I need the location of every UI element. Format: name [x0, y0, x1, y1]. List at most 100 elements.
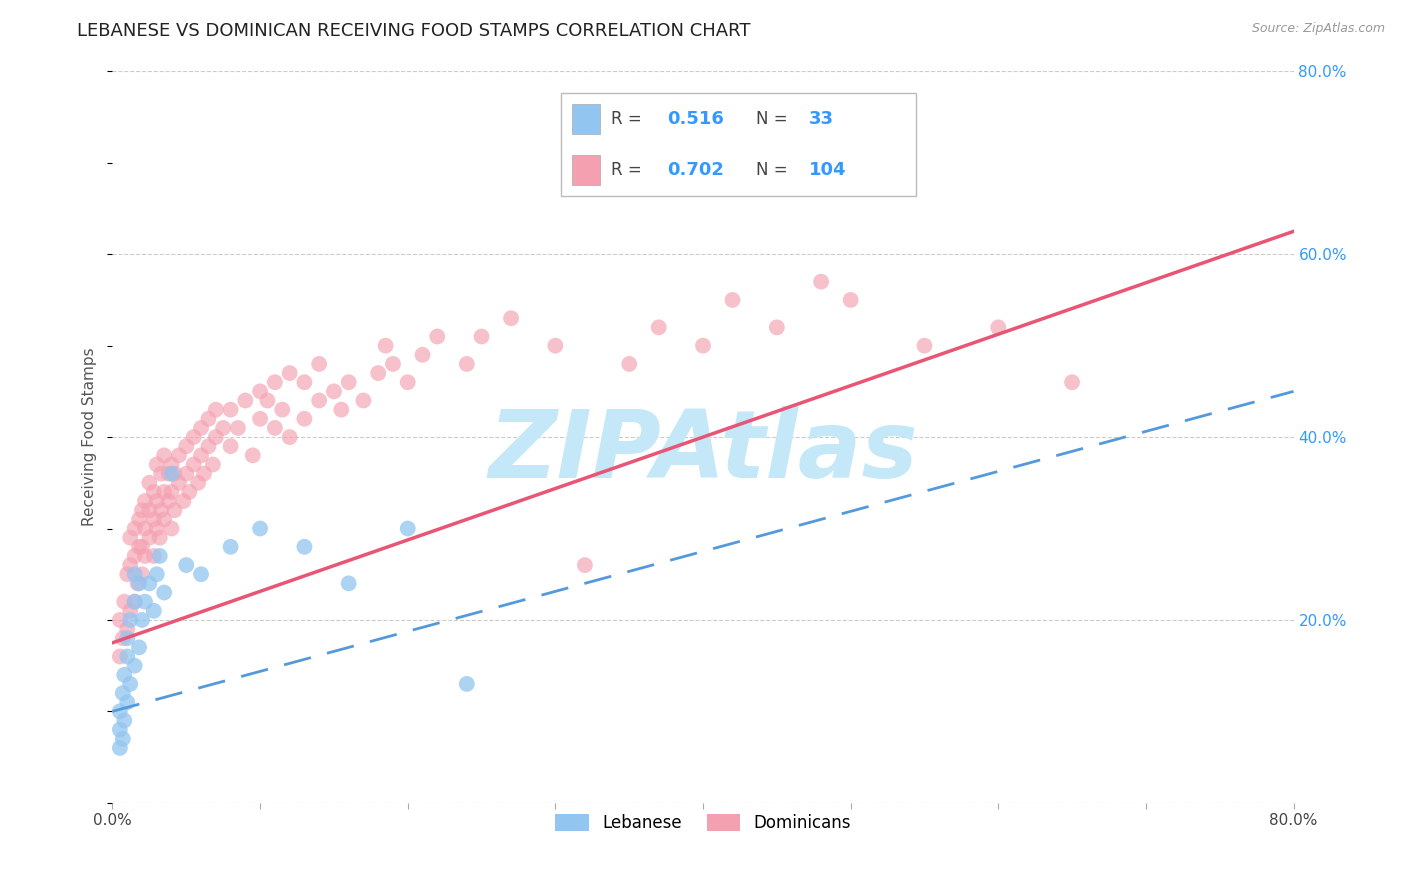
Point [501, 311, 523, 326]
Point [242, 448, 264, 462]
Point [142, 604, 165, 618]
Point [197, 439, 219, 453]
Point [174, 439, 197, 453]
Point [153, 512, 176, 526]
Point [212, 421, 235, 435]
Point [219, 402, 242, 417]
Point [163, 467, 186, 481]
Point [544, 338, 567, 352]
Point [146, 521, 169, 535]
Point [142, 512, 165, 526]
Point [120, 613, 142, 627]
Text: ZIPAtlas: ZIPAtlas [488, 406, 918, 498]
Point [108, 723, 131, 737]
Point [138, 531, 160, 545]
Point [112, 714, 135, 728]
Y-axis label: Receiving Food Stamps: Receiving Food Stamps [82, 348, 97, 526]
Point [619, 357, 641, 371]
Point [128, 640, 150, 655]
Point [292, 540, 315, 554]
Point [108, 649, 131, 664]
Point [174, 558, 197, 573]
Point [153, 448, 176, 462]
Point [112, 594, 135, 608]
Point [108, 740, 131, 755]
Point [131, 540, 153, 554]
Point [131, 613, 153, 627]
Point [721, 293, 744, 307]
Point [190, 448, 212, 462]
Point [367, 366, 389, 380]
Point [167, 448, 190, 462]
Point [124, 594, 146, 608]
Point [172, 494, 194, 508]
Point [146, 458, 169, 472]
Point [839, 293, 862, 307]
Point [138, 475, 160, 490]
Point [396, 521, 419, 535]
Point [352, 393, 374, 408]
Point [124, 549, 146, 563]
Point [108, 705, 131, 719]
Point [124, 567, 146, 582]
Point [337, 375, 360, 389]
Point [153, 585, 176, 599]
Point [183, 458, 205, 472]
Point [150, 467, 173, 481]
Point [128, 576, 150, 591]
Point [187, 475, 209, 490]
Point [127, 576, 149, 591]
Point [146, 567, 169, 582]
Point [337, 576, 360, 591]
Point [987, 320, 1010, 334]
Point [150, 503, 173, 517]
Point [120, 558, 142, 573]
Point [292, 412, 315, 426]
Point [160, 521, 183, 535]
Point [308, 393, 330, 408]
Point [183, 430, 205, 444]
Point [134, 494, 156, 508]
Point [219, 439, 242, 453]
Point [647, 320, 671, 334]
Point [142, 549, 165, 563]
Point [134, 521, 156, 535]
Point [308, 357, 330, 371]
Point [134, 549, 156, 563]
Point [117, 649, 138, 664]
Point [153, 485, 176, 500]
Point [112, 667, 135, 681]
Legend: Lebanese, Dominicans: Lebanese, Dominicans [548, 807, 858, 838]
Point [120, 531, 142, 545]
Point [179, 485, 201, 500]
Text: LEBANESE VS DOMINICAN RECEIVING FOOD STAMPS CORRELATION CHART: LEBANESE VS DOMINICAN RECEIVING FOOD STA… [77, 22, 751, 40]
Point [411, 348, 433, 362]
Point [131, 503, 153, 517]
Point [146, 494, 169, 508]
Point [278, 430, 301, 444]
Point [470, 329, 494, 343]
Point [766, 320, 789, 334]
Point [149, 531, 172, 545]
Point [201, 458, 224, 472]
Point [160, 467, 183, 481]
Point [160, 485, 183, 500]
Point [128, 512, 150, 526]
Point [128, 540, 150, 554]
Point [330, 402, 353, 417]
Point [117, 632, 138, 646]
Point [157, 467, 180, 481]
Point [111, 731, 134, 746]
Point [124, 594, 146, 608]
Point [108, 613, 131, 627]
Point [167, 475, 190, 490]
Point [233, 393, 256, 408]
Text: Source: ZipAtlas.com: Source: ZipAtlas.com [1251, 22, 1385, 36]
Point [456, 677, 478, 691]
Point [142, 485, 165, 500]
Point [205, 402, 228, 417]
Point [219, 540, 242, 554]
Point [278, 366, 301, 380]
Point [117, 695, 138, 709]
Point [810, 275, 832, 289]
